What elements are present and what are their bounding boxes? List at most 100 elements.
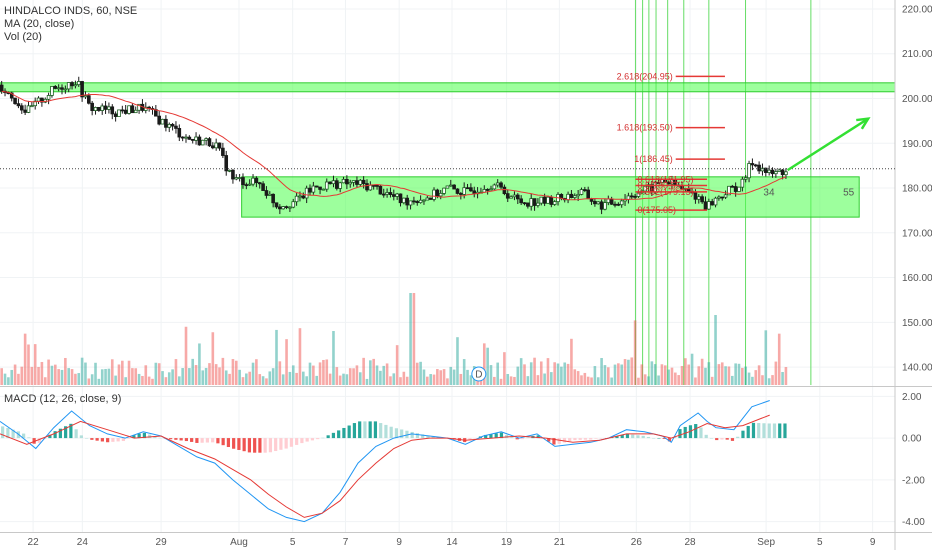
candle-body: [40, 97, 44, 103]
volume-bar: [436, 369, 439, 385]
macd-histogram-bar: [436, 437, 441, 439]
volume-bar: [47, 359, 50, 385]
volume-bar: [231, 359, 235, 385]
candle-body: [190, 138, 195, 141]
volume-bar: [221, 357, 225, 385]
macd-histogram-bar: [148, 434, 152, 439]
volume-bar: [687, 364, 691, 385]
volume-bar: [328, 373, 332, 385]
volume-bar: [744, 366, 748, 385]
macd-histogram-bar: [205, 438, 210, 443]
candle-body: [241, 177, 245, 186]
candle-body: [495, 182, 500, 186]
candle-body: [247, 183, 252, 186]
volume-bar: [623, 359, 627, 385]
volume-bar: [157, 363, 161, 385]
volume-bar: [10, 369, 14, 385]
candle-body: [328, 181, 332, 185]
volume-bar: [121, 360, 124, 385]
price-tick-label: 200.00: [902, 94, 932, 105]
volume-bar: [318, 362, 322, 385]
candle-body: [157, 115, 161, 125]
volume-bar: [171, 369, 174, 385]
macd-histogram-bar: [778, 423, 782, 439]
volume-bar: [643, 374, 647, 385]
macd-histogram-bar: [158, 437, 162, 439]
macd-histogram-bar: [190, 438, 194, 442]
candle-body: [338, 182, 342, 189]
volume-bar: [503, 352, 506, 385]
time-tick-label: 5: [290, 537, 296, 548]
candle-body: [737, 186, 741, 192]
candle-body: [97, 106, 101, 111]
volume-bar: [409, 293, 412, 385]
ma-line: [1, 90, 787, 201]
macd-histogram-bar: [305, 438, 309, 442]
volume-bar: [663, 365, 667, 385]
macd-histogram-bar: [69, 423, 73, 439]
volume-bar: [513, 376, 516, 385]
candle-body: [516, 194, 520, 200]
candle-body: [435, 189, 440, 197]
candle-body: [375, 184, 379, 187]
volume-bar: [134, 368, 138, 385]
volume-bar: [358, 372, 362, 385]
time-tick-label: 9: [870, 537, 876, 548]
candle-body: [428, 197, 433, 200]
volume-bar: [124, 377, 127, 385]
volume-bar: [271, 368, 275, 385]
volume-bar: [322, 359, 325, 385]
candle-body: [727, 185, 731, 196]
volume-bar: [365, 378, 369, 385]
candle-body: [76, 81, 81, 86]
volume-bar: [43, 377, 47, 385]
macd-histogram-bar: [515, 438, 519, 440]
candle-body: [378, 185, 383, 195]
volume-bar: [181, 368, 184, 385]
volume-bar: [40, 361, 44, 385]
candle-body: [717, 196, 721, 199]
time-tick-label: 19: [501, 537, 513, 548]
macd-histogram-bar: [363, 421, 367, 439]
candle-body: [626, 195, 631, 200]
candle-body: [113, 113, 118, 117]
volume-bar: [198, 343, 201, 385]
candle-body: [50, 86, 54, 96]
volume-bar: [449, 366, 453, 385]
volume-bar: [94, 362, 97, 385]
macd-histogram-bar: [468, 438, 472, 441]
candle-body: [539, 196, 544, 204]
candle-body: [757, 164, 761, 172]
candle-body: [224, 155, 229, 172]
volume-bar: [312, 365, 315, 385]
volume-bar: [523, 364, 526, 385]
macd-histogram-bar: [253, 438, 257, 453]
volume-bar: [519, 358, 523, 385]
time-tick-label: 22: [28, 537, 40, 548]
volume-bar: [325, 359, 329, 385]
legend-macd: MACD (12, 26, close, 9): [4, 393, 122, 405]
time-tick-label: Sep: [757, 537, 775, 548]
volume-bar: [87, 378, 91, 385]
candle-body: [311, 185, 316, 193]
volume-bar: [560, 366, 563, 385]
price-tick-label: 160.00: [902, 273, 932, 284]
volume-bar: [456, 337, 459, 385]
candle-body: [278, 206, 282, 210]
volume-bar: [774, 361, 778, 385]
volume-bar: [412, 293, 416, 385]
volume-bar: [720, 362, 724, 385]
candle-body: [469, 187, 473, 192]
volume-bar: [600, 358, 603, 385]
volume-bar: [97, 378, 101, 385]
volume-bar: [489, 365, 493, 385]
volume-bar: [694, 377, 697, 385]
candle-body: [747, 163, 751, 179]
macd-histogram-bar: [184, 438, 188, 442]
volume-bar: [268, 371, 272, 385]
candle-body: [73, 84, 78, 87]
macd-histogram-bar: [636, 435, 640, 439]
macd-histogram-bar: [484, 434, 488, 439]
